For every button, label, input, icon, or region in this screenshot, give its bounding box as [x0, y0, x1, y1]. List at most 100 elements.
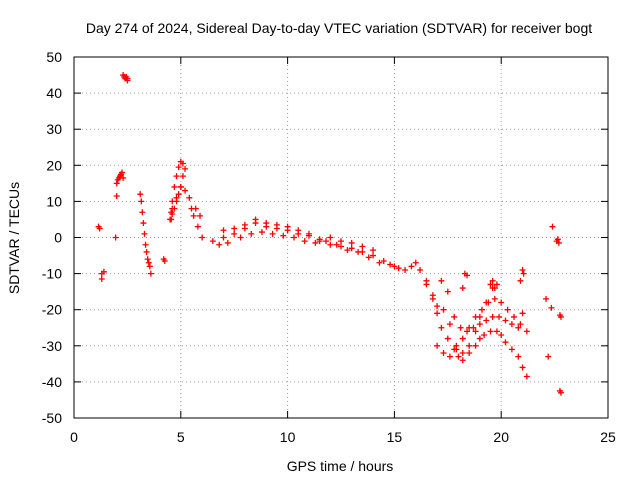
data-points — [95, 72, 565, 396]
data-point — [555, 239, 562, 246]
data-point — [491, 295, 498, 302]
data-point — [112, 234, 119, 241]
data-point — [476, 335, 483, 342]
data-point — [359, 243, 366, 250]
data-point — [147, 270, 154, 277]
series-drop-3h — [137, 191, 168, 277]
data-point — [408, 263, 415, 270]
data-point — [248, 230, 255, 237]
data-point — [487, 328, 494, 335]
data-point — [168, 216, 175, 223]
y-tick-label: 50 — [46, 49, 62, 65]
data-point — [466, 350, 473, 357]
data-point — [440, 306, 447, 313]
data-point — [119, 169, 126, 176]
x-tick-label: 20 — [493, 429, 509, 445]
data-point — [515, 324, 522, 331]
data-point — [146, 263, 153, 270]
data-point — [169, 205, 176, 212]
data-point — [483, 317, 490, 324]
data-point — [333, 241, 340, 248]
data-point — [197, 212, 204, 219]
data-point — [301, 238, 308, 245]
data-point — [305, 230, 312, 237]
data-point — [143, 248, 150, 255]
data-point — [523, 373, 530, 380]
data-point — [558, 313, 565, 320]
data-point — [224, 239, 231, 246]
data-point — [489, 313, 496, 320]
data-point — [412, 259, 419, 266]
data-point — [387, 261, 394, 268]
data-point — [543, 295, 550, 302]
data-point — [231, 225, 238, 232]
y-tick-label: -10 — [42, 266, 62, 282]
data-point — [481, 331, 488, 338]
data-point — [464, 328, 471, 335]
data-point — [429, 292, 436, 299]
data-point — [493, 328, 500, 335]
data-point — [323, 238, 330, 245]
data-point — [98, 276, 105, 283]
data-point — [459, 285, 466, 292]
data-point — [417, 266, 424, 273]
data-point — [199, 234, 206, 241]
data-point — [498, 299, 505, 306]
data-point — [519, 364, 526, 371]
series-decline-band — [376, 257, 530, 380]
y-tick-label: 10 — [46, 193, 62, 209]
data-point — [508, 346, 515, 353]
data-point — [316, 238, 323, 245]
data-point — [348, 245, 355, 252]
data-point — [175, 164, 182, 171]
data-point — [124, 75, 131, 82]
data-point — [252, 216, 259, 223]
y-tick-label: -30 — [42, 338, 62, 354]
data-point — [446, 353, 453, 360]
axis-ticks: 0 5 10 15 20 25 -50 -40 -30 -20 -10 0 10 20 30 40 50 — [42, 49, 616, 445]
data-point — [498, 331, 505, 338]
series-peak-5h — [167, 158, 206, 241]
data-point — [179, 160, 186, 167]
data-point — [444, 335, 451, 342]
data-point — [96, 225, 103, 232]
data-point — [380, 257, 387, 264]
data-point — [161, 257, 168, 264]
data-point — [558, 389, 565, 396]
data-point — [137, 191, 144, 198]
y-tick-label: -20 — [42, 302, 62, 318]
data-point — [515, 353, 522, 360]
data-point — [451, 313, 458, 320]
data-point — [444, 288, 451, 295]
data-point — [291, 234, 298, 241]
data-point — [280, 232, 287, 239]
data-point — [231, 230, 238, 237]
data-point — [173, 194, 180, 201]
data-point — [446, 321, 453, 328]
data-point — [209, 238, 216, 245]
data-point — [493, 281, 500, 288]
x-tick-label: 15 — [387, 429, 403, 445]
data-point — [138, 198, 145, 205]
data-point — [508, 321, 515, 328]
data-point — [478, 306, 485, 313]
series-end-scatter — [543, 223, 565, 396]
x-tick-label: 25 — [600, 429, 616, 445]
x-tick-label: 10 — [280, 429, 296, 445]
data-point — [237, 234, 244, 241]
data-point — [120, 174, 127, 181]
data-point — [472, 342, 479, 349]
data-point — [269, 230, 276, 237]
data-point — [476, 321, 483, 328]
data-point — [144, 256, 151, 263]
data-point — [502, 317, 509, 324]
data-point — [453, 346, 460, 353]
data-point — [464, 272, 471, 279]
data-point — [434, 303, 441, 310]
data-point — [459, 350, 466, 357]
y-tick-label: 40 — [46, 85, 62, 101]
data-point — [263, 220, 270, 227]
data-point — [438, 324, 445, 331]
data-point — [391, 263, 398, 270]
